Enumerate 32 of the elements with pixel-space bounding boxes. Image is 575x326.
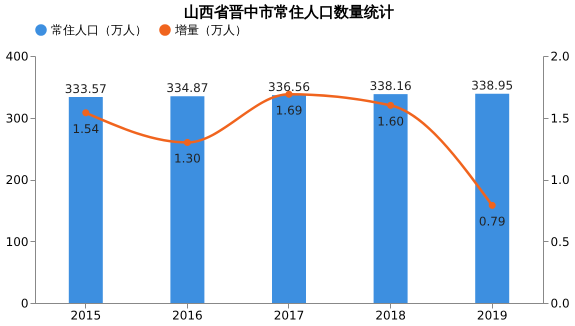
data-label: 336.56	[268, 80, 310, 94]
data-label: 338.95	[471, 78, 514, 93]
x-tick-label: 2018	[375, 308, 406, 322]
data-label: 1.30	[174, 151, 201, 166]
data-label: 1.54	[72, 122, 100, 136]
y-tick-label: 200	[6, 173, 28, 187]
x-tick-label: 2019	[476, 308, 508, 322]
y-tick-label: 400	[6, 50, 28, 64]
point	[488, 202, 496, 209]
legend-label: 增量（万人）	[174, 23, 247, 37]
legend-label: 常住人口（万人）	[51, 23, 147, 37]
data-label: 0.79	[478, 214, 506, 228]
data-label: 1.69	[276, 103, 302, 118]
point	[184, 138, 191, 146]
point	[82, 109, 90, 116]
x-tick-label: 2017	[274, 308, 304, 322]
x-tick-label: 2015	[70, 308, 102, 322]
y-tick-label: 100	[6, 234, 28, 249]
data-label: 1.60	[377, 114, 404, 128]
y2-tick-label: 0.5	[550, 234, 570, 249]
chart-title: 山西省晋中市常住人口数量统计	[184, 3, 394, 21]
point	[387, 102, 394, 109]
y-tick-label: 300	[6, 111, 28, 126]
data-label: 338.16	[370, 79, 412, 94]
data-label: 333.57	[64, 82, 107, 96]
y2-tick-label: 0.0	[550, 296, 570, 310]
y2-tick-label: 1.5	[550, 111, 570, 126]
y2-tick-label: 1.0	[550, 173, 570, 187]
data-label: 334.87	[166, 81, 208, 96]
y-tick-label: 0	[20, 296, 28, 310]
x-tick-label: 2016	[172, 308, 203, 322]
y2-tick-label: 2.0	[550, 50, 570, 64]
